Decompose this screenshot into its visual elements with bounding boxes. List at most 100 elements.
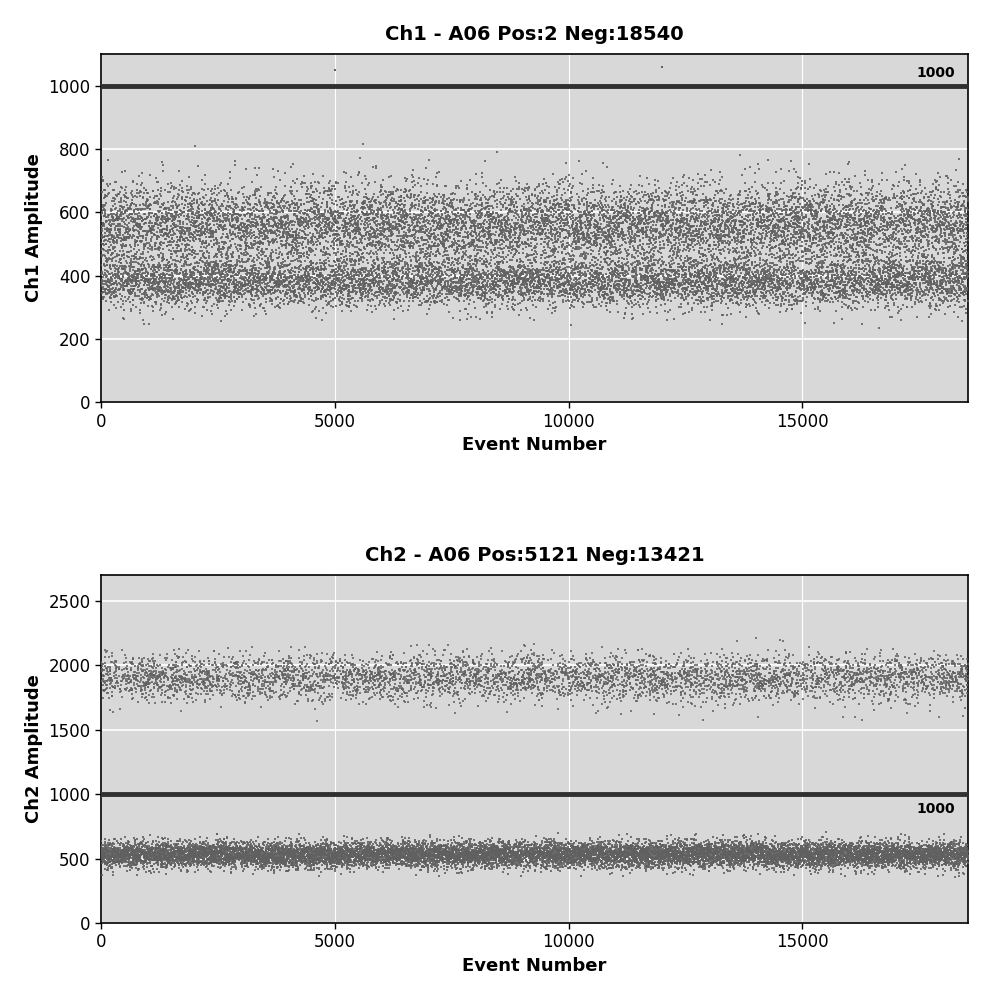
Point xyxy=(909,277,924,293)
Point xyxy=(403,848,419,864)
Point xyxy=(621,838,637,854)
Point xyxy=(138,272,154,288)
Point xyxy=(329,271,345,287)
Point xyxy=(459,208,475,224)
Point xyxy=(395,849,411,865)
Point xyxy=(411,210,427,226)
Point xyxy=(124,259,140,275)
Point xyxy=(606,676,622,692)
Point xyxy=(754,680,770,696)
Point xyxy=(486,200,501,216)
Point xyxy=(339,859,355,875)
Point xyxy=(236,848,252,864)
Point xyxy=(550,199,566,215)
Point xyxy=(131,219,147,235)
Point xyxy=(294,268,310,284)
Point xyxy=(407,655,423,671)
Point xyxy=(664,847,680,863)
Point xyxy=(147,238,163,254)
Point xyxy=(900,657,916,673)
Point xyxy=(226,276,242,292)
Point xyxy=(909,842,924,858)
Point xyxy=(402,678,418,694)
Point xyxy=(864,277,880,293)
Point xyxy=(478,290,494,306)
Point xyxy=(557,841,573,857)
Point xyxy=(274,219,290,235)
Point xyxy=(735,671,751,687)
Point xyxy=(663,262,679,278)
Point xyxy=(600,250,616,266)
Point xyxy=(431,672,447,688)
Point xyxy=(662,859,678,875)
Point xyxy=(490,860,505,876)
Point xyxy=(556,222,572,238)
Point xyxy=(188,845,204,861)
Point xyxy=(706,853,722,869)
Point xyxy=(170,662,186,678)
Point xyxy=(717,667,733,683)
Point xyxy=(105,211,121,227)
Point xyxy=(493,241,508,257)
Point xyxy=(122,682,138,698)
Point xyxy=(529,856,545,872)
Point xyxy=(825,864,841,880)
Point xyxy=(737,250,753,266)
Point xyxy=(546,192,562,208)
Point xyxy=(386,845,402,861)
Point xyxy=(377,860,393,876)
Point xyxy=(420,241,436,257)
Point xyxy=(213,234,229,250)
Point xyxy=(462,275,478,291)
Point xyxy=(395,234,411,250)
Point xyxy=(641,245,657,261)
Point xyxy=(322,210,338,226)
Point xyxy=(366,842,382,858)
Point xyxy=(201,204,216,220)
Point xyxy=(498,273,514,289)
Point xyxy=(703,841,719,857)
Point xyxy=(329,845,345,861)
Point xyxy=(317,209,333,225)
Point xyxy=(753,231,769,247)
Point xyxy=(696,841,712,857)
Point xyxy=(774,848,789,864)
Point xyxy=(242,206,258,222)
Point xyxy=(222,837,238,853)
Point xyxy=(701,286,717,302)
Point xyxy=(184,201,200,217)
Point xyxy=(587,250,603,266)
Point xyxy=(905,299,921,315)
Point xyxy=(549,272,565,288)
Point xyxy=(872,835,888,851)
Point xyxy=(433,234,449,250)
Point xyxy=(818,181,834,197)
Point xyxy=(943,283,959,299)
Point xyxy=(378,199,394,215)
Point xyxy=(612,839,628,855)
Point xyxy=(329,215,345,231)
Point xyxy=(395,239,411,255)
Point xyxy=(259,199,275,215)
Point xyxy=(309,845,325,861)
Point xyxy=(869,857,885,873)
Point xyxy=(813,210,829,226)
Point xyxy=(414,656,430,672)
Point xyxy=(282,282,298,298)
Point xyxy=(886,190,902,206)
Point xyxy=(960,843,976,859)
Point xyxy=(184,275,200,291)
Point xyxy=(781,840,797,856)
Point xyxy=(798,268,814,284)
Point xyxy=(505,263,521,279)
Point xyxy=(99,643,115,659)
Point xyxy=(418,856,434,872)
Point xyxy=(728,241,744,257)
Point xyxy=(468,257,484,273)
Point xyxy=(378,242,394,258)
Point xyxy=(122,271,138,287)
Point xyxy=(221,838,237,854)
Point xyxy=(491,215,506,231)
Point xyxy=(658,842,674,858)
Point xyxy=(600,675,616,691)
